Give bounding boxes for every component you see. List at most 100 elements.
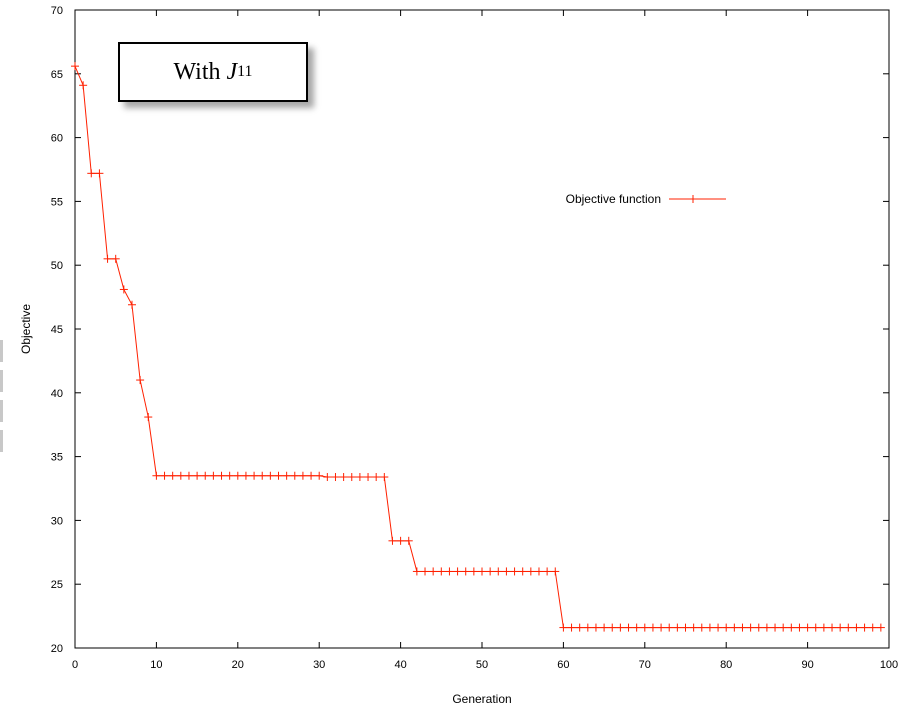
data-point [79,81,88,90]
x-tick-label: 60 [557,659,569,671]
x-axis-title: Generation [452,692,511,706]
data-point [502,567,511,576]
y-tick-label: 20 [51,643,63,655]
y-tick-label: 60 [51,133,63,145]
data-point [453,567,462,576]
data-point [355,473,364,482]
data-point [551,567,560,576]
y-tick-label: 40 [51,388,63,400]
legend-label: Objective function [566,192,661,206]
data-point [396,536,405,545]
y-tick-label: 65 [51,69,63,81]
data-point [657,623,666,632]
legend-markers [689,195,697,203]
data-point [624,623,633,632]
data-point [111,254,120,263]
data-point [787,623,796,632]
data-point [868,623,877,632]
y-tick-label: 45 [51,324,63,336]
data-point [233,471,242,480]
x-tick-label: 0 [72,659,78,671]
data-point [437,567,446,576]
data-point [795,623,804,632]
data-point [583,623,592,632]
data-point [608,623,617,632]
data-point [567,623,576,632]
edge-marks [0,340,4,480]
edge-mark [0,340,3,362]
edge-mark [0,430,3,452]
y-tick-label: 70 [51,5,63,17]
y-tick-label: 35 [51,452,63,464]
data-point [616,623,625,632]
data-point [176,471,185,480]
data-point [404,536,413,545]
data-point [803,623,812,632]
series-line [74,65,881,629]
edge-mark [0,400,3,422]
data-point [71,62,79,71]
data-point [315,471,324,480]
edge-mark [0,370,3,392]
x-tick-label: 50 [476,659,488,671]
y-tick-label: 55 [51,196,63,208]
plot-frame [74,9,890,649]
data-point [689,623,698,632]
data-point [811,623,820,632]
data-point [193,471,202,480]
data-point [575,623,584,632]
data-point [494,567,503,576]
data-point [380,473,389,482]
data-point [714,623,723,632]
data-point [421,567,430,576]
data-point [591,623,600,632]
data-point [510,567,519,576]
x-tick-label: 20 [232,659,244,671]
plot-border [74,9,890,649]
data-point [860,623,869,632]
data-point [478,567,486,576]
data-point [762,623,771,632]
x-tick-label: 40 [394,659,406,671]
data-point [127,300,136,309]
data-point [648,623,657,632]
data-point [87,169,96,178]
data-point [469,567,478,576]
annotation-symbol: J [226,58,238,85]
annotation-subscript: 11 [237,63,253,80]
data-point [697,623,706,632]
data-point [95,169,104,178]
data-point [266,471,275,480]
data-point [559,623,568,632]
data-point [429,567,438,576]
y-axis-title: Objective [19,304,33,354]
data-point [852,623,861,632]
data-point [412,567,421,576]
x-tick-label: 80 [720,659,732,671]
data-point [103,254,112,263]
data-point [388,536,397,545]
data-point [640,623,649,632]
data-point [876,623,885,632]
data-point [673,623,682,632]
data-point [136,376,145,385]
data-point [543,567,552,576]
data-point [819,623,828,632]
data-point [518,567,527,576]
data-point [445,567,454,576]
axis-ticks: 0 10 20 30 40 50 60 70 80 90 100 20 25 30 35 40 45 50 55 60… [51,5,898,671]
data-point [828,623,837,632]
x-tick-label: 90 [801,659,813,671]
data-point [331,473,340,482]
data-point [168,471,177,480]
data-point [526,567,535,576]
data-point [632,623,641,632]
data-point [730,623,739,632]
x-tick-label: 70 [639,659,651,671]
data-point [681,623,690,632]
data-point [290,471,299,480]
data-point [298,471,307,480]
data-point [836,623,845,632]
data-point [364,473,373,482]
